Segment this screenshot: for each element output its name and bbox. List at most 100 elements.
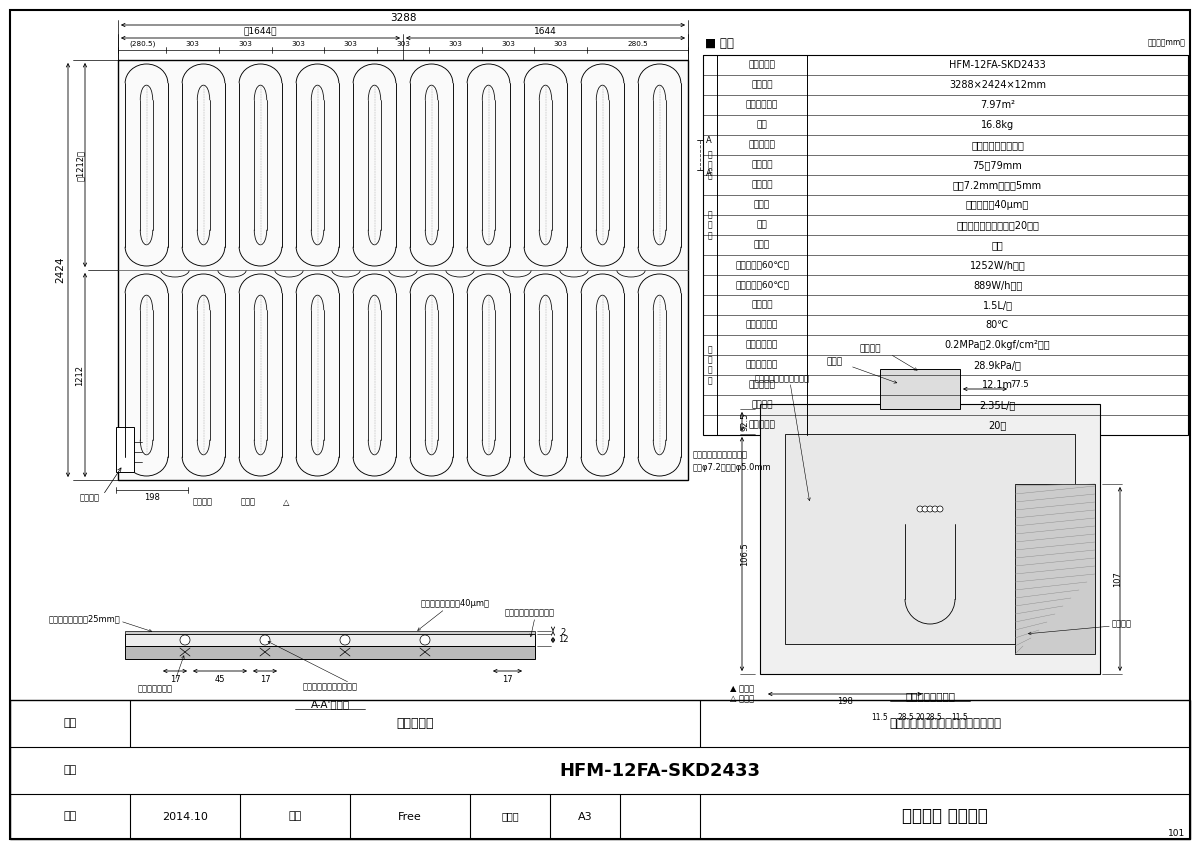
Text: 75〜79mm: 75〜79mm — [973, 160, 1022, 170]
Text: 質量: 質量 — [757, 121, 767, 130]
Text: 架橋ポリエチレンパイプ: 架橋ポリエチレンパイプ — [694, 451, 748, 459]
Circle shape — [932, 506, 938, 512]
Text: 11.5: 11.5 — [952, 712, 968, 722]
Text: ヘッダー部詳細図: ヘッダー部詳細図 — [905, 691, 955, 701]
Text: 303: 303 — [290, 41, 305, 47]
Text: マ
ッ
ト: マ ッ ト — [708, 210, 713, 240]
Text: アルミ箔（40μm）: アルミ箔（40μm） — [966, 200, 1030, 210]
Text: 2424: 2424 — [55, 256, 65, 284]
Text: 3288×2424×12mm: 3288×2424×12mm — [949, 80, 1046, 90]
Text: 基材: 基材 — [757, 221, 767, 229]
Circle shape — [180, 635, 190, 645]
Text: 最高使用圧力: 最高使用圧力 — [746, 340, 778, 350]
Text: 20: 20 — [916, 712, 925, 722]
Text: 表面材（アルミ箔40μm）: 表面材（アルミ箔40μm） — [420, 599, 490, 608]
Text: リンナイ 株式会社: リンナイ 株式会社 — [902, 807, 988, 825]
Text: （単位：mm）: （単位：mm） — [1148, 38, 1186, 48]
Text: 2014.10: 2014.10 — [162, 812, 208, 822]
Text: 28.5: 28.5 — [898, 712, 914, 722]
Text: 材質・材料: 材質・材料 — [749, 140, 775, 149]
Text: 17: 17 — [259, 674, 270, 683]
Bar — [880, 369, 960, 409]
Text: 小根太溝数: 小根太溝数 — [749, 420, 775, 430]
Text: 標準流量: 標準流量 — [751, 301, 773, 310]
Text: 2: 2 — [560, 628, 565, 637]
Text: HFM-12FA-SKD2433: HFM-12FA-SKD2433 — [949, 60, 1046, 70]
Text: 28.9kPa/枚: 28.9kPa/枚 — [973, 360, 1021, 370]
Text: 小小根太: 小小根太 — [1112, 620, 1132, 628]
Text: 198: 198 — [838, 698, 853, 706]
Text: 小小根太: 小小根太 — [193, 498, 214, 507]
Text: Free: Free — [398, 812, 422, 822]
Text: 889W/h・枚: 889W/h・枚 — [973, 280, 1022, 290]
Text: 架橋ポリエチレン管: 架橋ポリエチレン管 — [971, 140, 1024, 150]
Text: 尺度: 尺度 — [288, 812, 301, 822]
Text: 架橋ポリエチレンパイプ: 架橋ポリエチレンパイプ — [755, 374, 810, 384]
Circle shape — [922, 506, 928, 512]
Text: 303: 303 — [239, 41, 252, 47]
Text: 11.5: 11.5 — [871, 712, 888, 722]
Text: （1212）: （1212） — [76, 149, 84, 181]
Text: 保有水量: 保有水量 — [751, 401, 773, 409]
Text: 303: 303 — [502, 41, 515, 47]
Text: 45: 45 — [215, 674, 226, 683]
Text: 1252W/h・枚: 1252W/h・枚 — [970, 260, 1025, 270]
Text: 1.5L/分: 1.5L/分 — [983, 300, 1013, 310]
Text: 28.5: 28.5 — [925, 712, 942, 722]
Bar — [785, 434, 1075, 644]
Text: 17: 17 — [502, 674, 512, 683]
Text: 作成: 作成 — [64, 812, 77, 822]
Text: 12: 12 — [558, 636, 569, 644]
Text: 放
熱
管: 放 熱 管 — [708, 150, 713, 180]
Text: 型式: 型式 — [64, 766, 77, 775]
Text: バンド: バンド — [827, 357, 844, 367]
Text: 77.5: 77.5 — [1010, 380, 1030, 389]
Circle shape — [937, 506, 943, 512]
Text: 101: 101 — [1168, 829, 1186, 839]
Text: (280.5): (280.5) — [130, 41, 156, 48]
Text: 管ピッチ: 管ピッチ — [751, 160, 773, 170]
Text: 設
計
関
係: 設 計 関 係 — [708, 345, 713, 385]
Text: 小根太: 小根太 — [240, 498, 256, 507]
Circle shape — [340, 635, 350, 645]
Bar — [703, 55, 1188, 435]
Text: A-A'詳細図: A-A'詳細図 — [311, 699, 349, 709]
Text: 裏面材: 裏面材 — [754, 240, 770, 250]
Text: 管サイズ: 管サイズ — [751, 181, 773, 189]
Text: 外径φ7.2・内径φ5.0mm: 外径φ7.2・内径φ5.0mm — [694, 463, 772, 471]
Text: 3288: 3288 — [390, 13, 416, 23]
Text: 20本: 20本 — [989, 420, 1007, 430]
Text: △ 谷折り: △ 谷折り — [730, 694, 754, 704]
Text: 品名　小根太入りハード温水マット: 品名 小根太入りハード温水マット — [889, 717, 1001, 730]
Bar — [116, 427, 134, 472]
Text: 80℃: 80℃ — [986, 320, 1009, 330]
Bar — [1015, 484, 1096, 654]
Text: 有効放熱面積: 有効放熱面積 — [746, 100, 778, 110]
Text: 名称: 名称 — [64, 718, 77, 728]
Text: グリーンライン（25mm）: グリーンライン（25mm） — [48, 615, 120, 623]
Text: A3: A3 — [577, 812, 593, 822]
Text: 1212: 1212 — [76, 364, 84, 385]
Text: 暖房能力（60℃）: 暖房能力（60℃） — [736, 280, 788, 290]
Text: 12.1m: 12.1m — [982, 380, 1013, 390]
Text: 17: 17 — [169, 674, 180, 683]
Text: サイズ: サイズ — [502, 812, 518, 822]
Bar — [118, 60, 688, 480]
Text: 107: 107 — [1114, 571, 1122, 587]
Text: ヘッダー: ヘッダー — [80, 493, 100, 503]
Text: 92.5: 92.5 — [740, 413, 750, 430]
Text: フォームポリスチレン: フォームポリスチレン — [505, 609, 554, 617]
Text: 外形寸法: 外形寸法 — [751, 81, 773, 89]
Text: 標準流量抵抗: 標準流量抵抗 — [746, 361, 778, 369]
Text: 外径7.2mm　内径5mm: 外径7.2mm 内径5mm — [953, 180, 1042, 190]
Text: なし: なし — [991, 240, 1003, 250]
Text: 名称・型式: 名称・型式 — [749, 60, 775, 70]
Text: 外形寸法図: 外形寸法図 — [396, 717, 433, 730]
Text: 303: 303 — [449, 41, 462, 47]
Text: A': A' — [706, 168, 714, 177]
Text: 303: 303 — [343, 41, 358, 47]
Text: HFM-12FA-SKD2433: HFM-12FA-SKD2433 — [559, 762, 761, 779]
Text: 280.5: 280.5 — [628, 41, 648, 47]
Text: ヘッダー: ヘッダー — [859, 345, 881, 353]
Text: ポリスチレン発泡体（20倍）: ポリスチレン発泡体（20倍） — [956, 220, 1039, 230]
